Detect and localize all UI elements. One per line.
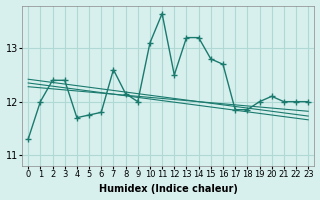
X-axis label: Humidex (Indice chaleur): Humidex (Indice chaleur) <box>99 184 238 194</box>
